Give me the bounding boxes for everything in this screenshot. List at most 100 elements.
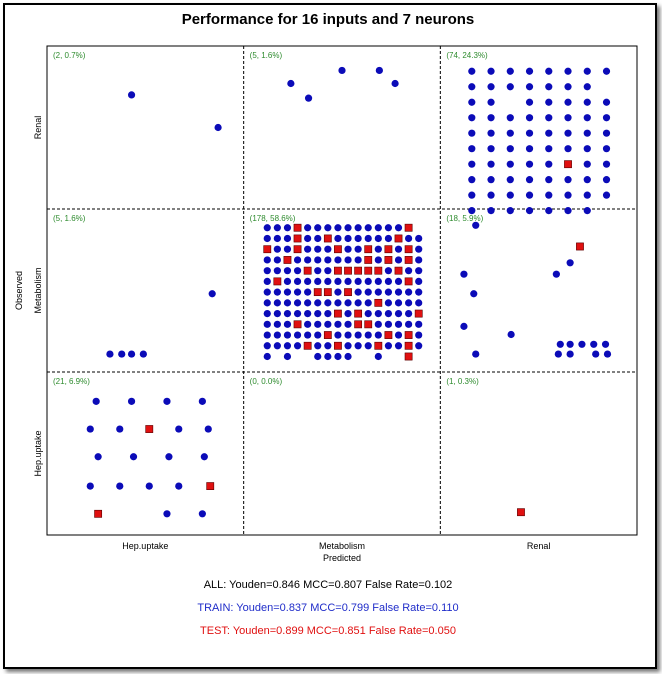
train-point — [405, 320, 413, 328]
train-point — [564, 176, 572, 184]
x-axis-label: Predicted — [323, 553, 361, 563]
train-point — [415, 320, 423, 328]
train-point — [384, 224, 393, 232]
train-point — [273, 267, 281, 275]
train-point — [314, 256, 322, 264]
train-point — [405, 234, 413, 243]
train-point — [602, 145, 611, 153]
train-point — [314, 342, 322, 350]
train-point — [334, 320, 342, 328]
x-tick-label: Hep.uptake — [122, 541, 168, 551]
train-point — [334, 277, 342, 285]
train-point — [163, 510, 171, 518]
train-point — [487, 191, 495, 199]
cell-count-label: (5, 1.6%) — [53, 214, 86, 223]
test-point — [303, 341, 312, 350]
train-point — [583, 83, 591, 91]
stats-train: TRAIN: Youden=0.837 MCC=0.799 False Rate… — [197, 602, 459, 614]
train-point — [283, 277, 292, 285]
test-point — [374, 266, 383, 275]
train-point — [338, 66, 346, 75]
train-point — [364, 331, 372, 339]
train-point — [564, 207, 572, 215]
train-point — [324, 352, 332, 361]
train-point — [273, 288, 281, 296]
train-point — [602, 176, 611, 184]
train-point — [552, 270, 560, 278]
test-point — [344, 288, 352, 297]
train-point — [344, 299, 352, 307]
train-point — [564, 145, 572, 153]
train-point — [314, 277, 322, 285]
train-point — [314, 331, 322, 339]
test-point — [364, 256, 373, 264]
train-point — [394, 320, 403, 328]
train-point — [374, 288, 382, 296]
test-point — [334, 309, 342, 318]
train-point — [287, 79, 295, 88]
test-point — [364, 320, 373, 329]
train-point — [92, 397, 100, 405]
train-point — [314, 267, 322, 275]
test-point — [293, 234, 302, 243]
train-point — [364, 234, 372, 243]
test-point — [323, 234, 332, 243]
train-point — [334, 299, 342, 307]
train-point — [506, 129, 514, 137]
train-point — [415, 267, 423, 275]
test-point — [404, 277, 413, 286]
train-point — [273, 234, 281, 243]
train-point — [564, 129, 572, 137]
train-point — [263, 299, 271, 307]
train-point — [405, 299, 413, 307]
train-point — [468, 114, 476, 122]
train-point — [354, 234, 362, 243]
train-point — [145, 482, 153, 490]
train-point — [364, 342, 372, 350]
train-point — [263, 224, 271, 232]
test-point — [293, 223, 302, 232]
train-point — [263, 352, 271, 361]
train-point — [304, 331, 312, 339]
test-point — [293, 245, 302, 254]
test-point — [404, 341, 413, 350]
train-point — [525, 129, 534, 137]
train-point — [487, 129, 495, 137]
train-point — [384, 342, 393, 350]
train-point — [394, 299, 403, 307]
train-point — [602, 191, 611, 199]
train-point — [334, 331, 342, 339]
train-point — [415, 288, 423, 296]
plot-area — [46, 45, 638, 536]
train-point — [354, 331, 362, 339]
train-point — [304, 309, 312, 318]
train-point — [293, 256, 302, 264]
train-point — [314, 245, 322, 253]
train-point — [263, 267, 271, 275]
train-point — [263, 256, 271, 264]
train-point — [116, 482, 124, 490]
train-point — [344, 342, 352, 350]
train-point — [545, 114, 553, 122]
train-point — [545, 145, 553, 153]
train-point — [375, 66, 383, 75]
train-point — [324, 309, 332, 318]
train-point — [139, 350, 147, 358]
train-point — [293, 277, 302, 285]
train-point — [86, 482, 94, 490]
train-point — [283, 224, 292, 232]
train-point — [415, 299, 423, 307]
train-point — [564, 98, 572, 106]
train-point — [364, 277, 372, 285]
train-point — [283, 267, 292, 275]
cell-count-label: (74, 24.3%) — [446, 51, 488, 60]
train-point — [304, 277, 312, 285]
train-point — [293, 342, 302, 350]
train-point — [374, 224, 382, 232]
train-point — [554, 350, 562, 358]
train-point — [324, 245, 332, 253]
train-point — [314, 299, 322, 307]
train-point — [578, 340, 586, 348]
train-point — [525, 67, 534, 75]
train-point — [374, 256, 382, 264]
